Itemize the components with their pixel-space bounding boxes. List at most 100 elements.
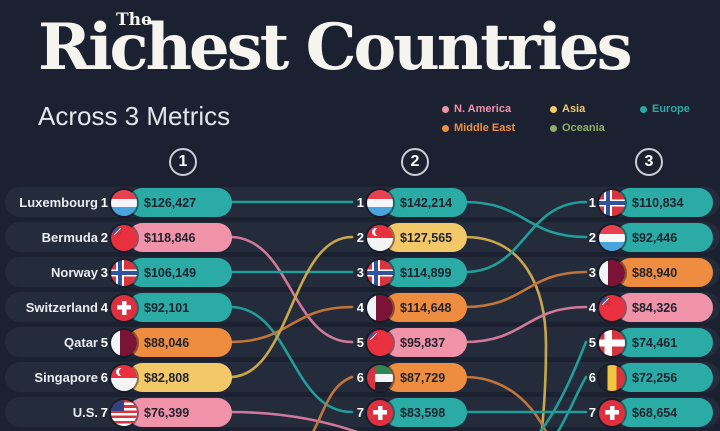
flow-line — [538, 340, 588, 431]
bermuda-flag-icon — [599, 294, 625, 321]
flow-line — [463, 235, 548, 431]
value-pill: $92,101 — [128, 293, 232, 322]
rank-number: 3 — [588, 265, 596, 280]
ranked-country-row: 6 $72,256 — [572, 360, 713, 395]
rank-number: 4 — [100, 300, 108, 315]
flow-line — [228, 235, 354, 344]
luxembourg-flag-icon — [367, 189, 393, 216]
legend-label: Middle East — [454, 122, 516, 134]
rank-number: 5 — [356, 335, 364, 350]
value-pill: $87,729 — [384, 363, 467, 392]
value-pill: $83,598 — [384, 398, 467, 427]
value-pill: $84,326 — [616, 293, 713, 322]
rank-number: 3 — [100, 265, 108, 280]
ranked-country-row: 6 $87,729 — [340, 360, 467, 395]
value-pill: $92,446 — [616, 223, 713, 252]
ranked-country-row: 3 $88,940 — [572, 255, 713, 290]
value-pill: $110,834 — [616, 188, 713, 217]
rank-number: 7 — [588, 405, 596, 420]
rank-number: 4 — [356, 300, 364, 315]
switzerland-flag-icon — [111, 294, 137, 321]
flow-line — [228, 235, 354, 379]
flow-line — [228, 305, 354, 344]
flow-line — [556, 375, 588, 431]
legend-label: Oceania — [562, 122, 605, 134]
page-subtitle: Across 3 Metrics — [38, 101, 231, 131]
value-pill: $68,654 — [616, 398, 713, 427]
rank-number: 7 — [356, 405, 364, 420]
norway-flag-icon — [367, 259, 393, 286]
legend-dot-mideast — [442, 124, 449, 132]
country-label: Bermuda — [41, 230, 98, 245]
rank-number: 7 — [100, 405, 108, 420]
value-pill: $114,648 — [384, 293, 467, 322]
legend-label: Asia — [562, 103, 586, 115]
bermuda-flag-icon — [367, 329, 393, 356]
rank-number: 3 — [356, 265, 364, 280]
value-pill: $72,256 — [616, 363, 713, 392]
page-title: Richest Countries — [38, 10, 633, 85]
uae-flag-icon — [367, 364, 393, 391]
country-label: Norway — [51, 265, 98, 280]
legend-dot-asia — [550, 105, 557, 113]
legend-dot-namerica — [442, 105, 449, 113]
flow-line — [463, 200, 588, 274]
ranked-country-row: 3 $106,149 — [70, 255, 232, 290]
metric-3-ranking: 1 $110,834 2 $92,446 3 $88,940 4 $84,326 5 $74,46… — [572, 185, 713, 430]
flow-line — [463, 200, 588, 239]
rank-number: 1 — [100, 195, 108, 210]
value-pill: $82,808 — [128, 363, 232, 392]
norway-flag-icon — [111, 259, 137, 286]
country-label: U.S. — [72, 405, 98, 420]
country-label: Qatar — [64, 335, 98, 350]
value-pill: $142,214 — [384, 188, 467, 217]
singapore-flag-icon — [367, 224, 393, 251]
qatar-flag-icon — [111, 329, 137, 356]
denmark-flag-icon — [599, 329, 625, 356]
metric-2-ranking: 1 $142,214 2 $127,565 3 $114,899 4 $114,648 5 $95… — [340, 185, 467, 430]
legend-item-europe: Europe — [640, 101, 714, 117]
ranked-country-row: 4 $114,648 — [340, 290, 467, 325]
flow-line — [463, 305, 588, 344]
value-pill: $95,837 — [384, 328, 467, 357]
ranked-country-row: 4 $84,326 — [572, 290, 713, 325]
value-pill: $76,399 — [128, 398, 232, 427]
switzerland-flag-icon — [367, 399, 393, 426]
ranked-country-row: 5 $95,837 — [340, 325, 467, 360]
value-pill: $114,899 — [384, 258, 467, 287]
country-label: Switzerland — [25, 300, 98, 315]
value-pill: $127,565 — [384, 223, 467, 252]
qatar-flag-icon — [599, 259, 625, 286]
value-pill: $74,461 — [616, 328, 713, 357]
ranked-country-row: 2 $118,846 — [70, 220, 232, 255]
rank-number: 2 — [100, 230, 108, 245]
ranked-country-row: 7 $76,399 — [70, 395, 232, 430]
rank-number: 5 — [100, 335, 108, 350]
flow-line — [463, 270, 588, 309]
rank-number: 4 — [588, 300, 596, 315]
metric-1-header: 1 — [169, 148, 197, 176]
value-pill: $118,846 — [128, 223, 232, 252]
title-the: The — [116, 10, 152, 30]
legend-label: N. America — [454, 103, 512, 115]
ranked-country-row: 2 $127,565 — [340, 220, 467, 255]
metric-1-ranking: 1 $126,427 2 $118,846 3 $106,149 4 $92,101 5 $88,… — [70, 185, 232, 430]
rank-number: 6 — [588, 370, 596, 385]
legend-item-namerica: N. America — [442, 101, 550, 117]
legend-dot-oceania — [550, 124, 557, 132]
legend-label: Europe — [652, 103, 690, 115]
legend-item-mideast: Middle East — [442, 120, 550, 136]
flow-line — [312, 375, 354, 431]
flow-line — [228, 410, 358, 431]
belgium-flag-icon — [599, 364, 625, 391]
ranked-country-row: 2 $92,446 — [572, 220, 713, 255]
ranked-country-row: 5 $74,461 — [572, 325, 713, 360]
bermuda-flag-icon — [111, 224, 137, 251]
ranked-country-row: 1 $110,834 — [572, 185, 713, 220]
luxembourg-flag-icon — [599, 224, 625, 251]
luxembourg-flag-icon — [111, 189, 137, 216]
ranked-country-row: 1 $126,427 — [70, 185, 232, 220]
norway-flag-icon — [599, 189, 625, 216]
